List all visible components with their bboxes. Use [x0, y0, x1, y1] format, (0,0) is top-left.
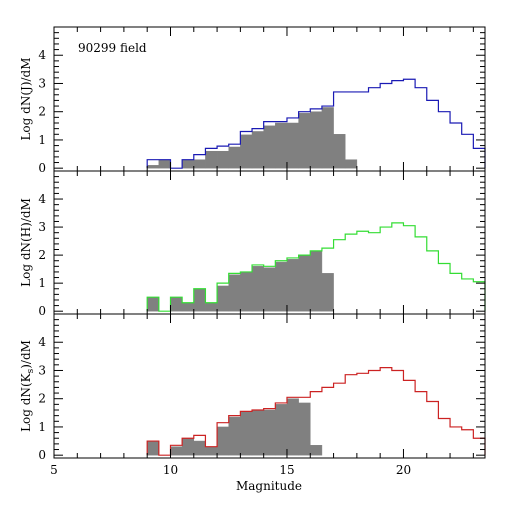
- y-tick-label: 3: [38, 220, 46, 234]
- panel-h-band: 0 1 2 3 4 Log dN(H)/dM: [19, 170, 486, 318]
- y-axis-title: Log dN(J)/dM: [19, 57, 33, 140]
- filled-bar: [263, 125, 276, 169]
- y-tick-label: 1: [38, 276, 46, 290]
- filled-bar: [275, 404, 288, 456]
- filled-bar: [228, 416, 241, 456]
- y-tick-label: 2: [38, 392, 46, 406]
- filled-bar: [240, 411, 253, 456]
- outline-step-series: [146, 367, 486, 456]
- y-tick-label: 3: [38, 76, 46, 90]
- filled-bar: [240, 271, 253, 312]
- filled-bar: [344, 159, 358, 169]
- filled-bar: [181, 159, 195, 169]
- filled-bar: [193, 288, 206, 312]
- y-tick-label: 0: [38, 448, 46, 462]
- filled-bar: [310, 250, 323, 312]
- filled-bar: [333, 134, 346, 169]
- y-tick-label: 2: [38, 105, 46, 119]
- filled-bar: [193, 440, 206, 456]
- filled-bar: [158, 159, 171, 169]
- outline-step-series: [146, 222, 486, 312]
- filled-bar: [275, 122, 288, 169]
- outline-step-series: [146, 78, 486, 169]
- filled-bar: [146, 296, 160, 312]
- y-tick-label: 1: [38, 420, 46, 434]
- filled-bar: [298, 112, 311, 169]
- panel-frame: [53, 313, 486, 459]
- filled-bar: [321, 273, 334, 312]
- filled-bar: [286, 398, 299, 456]
- filled-bar: [240, 134, 253, 169]
- filled-bar: [321, 107, 334, 169]
- x-tick-label: 10: [163, 463, 178, 477]
- y-tick-label: 2: [38, 248, 46, 262]
- filled-bar: [275, 261, 288, 312]
- filled-bar: [146, 440, 160, 456]
- filled-bar: [205, 150, 218, 169]
- filled-bar: [228, 274, 241, 312]
- filled-bar: [205, 446, 218, 456]
- filled-bar: [286, 259, 299, 312]
- field-annotation: 90299 field: [78, 41, 147, 55]
- y-tick-label: 0: [38, 304, 46, 318]
- filled-bar: [251, 131, 264, 169]
- filled-bar: [181, 302, 195, 312]
- filled-bar: [251, 409, 264, 456]
- y-tick-label: 3: [38, 363, 46, 377]
- filled-bar: [193, 159, 206, 169]
- x-tick-label: 20: [396, 463, 411, 477]
- filled-bar: [251, 266, 264, 312]
- filled-bar: [263, 267, 276, 312]
- filled-bar: [310, 111, 323, 169]
- x-tick-label: 15: [279, 463, 294, 477]
- filled-bar: [170, 296, 183, 312]
- x-axis-title: Magnitude: [236, 479, 302, 493]
- filled-bar: [181, 437, 195, 456]
- panel-ks-band: 0 1 2 3 4 5 10 15 20 Log dN(Ks)/dM: [19, 313, 486, 477]
- filled-bar: [170, 446, 183, 456]
- filled-bar: [263, 409, 276, 456]
- y-tick-label: 4: [38, 192, 46, 206]
- filled-bar: [205, 302, 218, 312]
- y-tick-label: 4: [38, 335, 46, 349]
- filled-bar: [216, 150, 229, 169]
- panel-j-band: 0 1 2 3 4 Log dN(J)/dM 90299 field: [19, 26, 486, 175]
- x-tick-label: 5: [50, 463, 58, 477]
- y-tick-label: 0: [38, 161, 46, 175]
- filled-bar: [298, 402, 311, 456]
- filled-bar: [310, 445, 323, 456]
- y-axis-title: Log dN(Ks)/dM: [19, 340, 36, 432]
- filled-bar: [298, 254, 311, 312]
- y-axis-title: Log dN(H)/dM: [19, 198, 33, 287]
- filled-bar: [146, 165, 160, 169]
- filled-bar: [286, 122, 299, 169]
- y-tick-label: 4: [38, 48, 46, 62]
- filled-bar: [216, 426, 229, 456]
- y-tick-label: 1: [38, 133, 46, 147]
- filled-bar: [216, 285, 229, 312]
- filled-bar: [228, 146, 241, 169]
